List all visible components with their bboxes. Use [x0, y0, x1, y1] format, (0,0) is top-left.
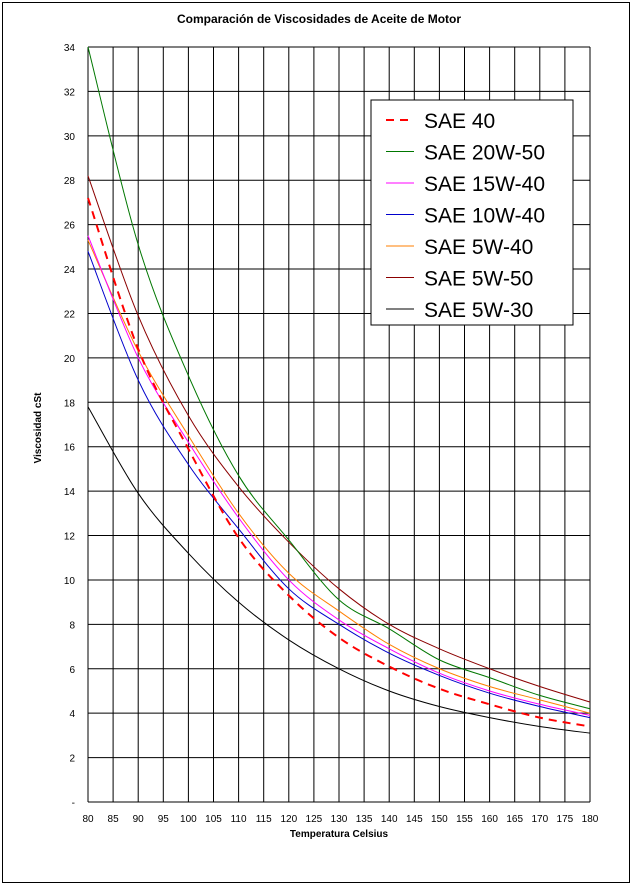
y-tick-label: 16 [64, 443, 76, 454]
y-tick-label: - [72, 798, 75, 809]
x-tick-label: 115 [256, 814, 272, 825]
y-tick-label: 6 [69, 665, 75, 676]
series-line-sae-5w-50 [87, 175, 591, 703]
y-tick-label: 20 [64, 354, 76, 365]
y-tick-label: 32 [64, 87, 76, 98]
y-tick-label: 26 [64, 221, 76, 232]
series-line-sae-40 [87, 197, 591, 728]
x-tick-label: 175 [557, 814, 574, 825]
legend-label-sae-40: SAE 40 [424, 110, 495, 133]
x-tick-label: 150 [431, 814, 448, 825]
y-tick-label: 4 [69, 709, 75, 720]
x-tick-label: 90 [133, 814, 145, 825]
x-tick-label: 170 [531, 814, 548, 825]
legend-label-sae-5w-50: SAE 5W-50 [424, 268, 533, 291]
y-tick-label: 28 [64, 176, 76, 187]
legend-label-sae-5w-30: SAE 5W-30 [424, 299, 533, 322]
x-tick-label: 130 [331, 814, 348, 825]
series-line-sae-20w-50 [87, 46, 591, 710]
series-lines [87, 46, 591, 734]
series-line-sae-5w-40 [87, 239, 591, 714]
x-tick-label: 165 [506, 814, 523, 825]
y-tick-label: 14 [64, 487, 76, 498]
x-tick-label: 145 [406, 814, 423, 825]
x-tick-label: 120 [280, 814, 297, 825]
legend: SAE 40 SAE 20W-50 SAE 15W-40 SAE 10W-40 SAE … [370, 99, 574, 326]
series-line-sae-5w-30 [87, 406, 591, 734]
x-axis-title: Temperatura Celsius [290, 829, 389, 840]
x-tick-label: 80 [82, 814, 94, 825]
chart-title: Comparación de Viscosidades de Aceite de… [177, 12, 461, 26]
legend-label-sae-5w-40: SAE 5W-40 [424, 236, 533, 259]
x-tick-label: 140 [381, 814, 398, 825]
x-tick-label: 125 [306, 814, 323, 825]
y-tick-label: 34 [64, 43, 76, 54]
x-tick-label: 135 [356, 814, 373, 825]
legend-label-sae-10w-40: SAE 10W-40 [424, 205, 545, 228]
x-tick-label: 100 [180, 814, 197, 825]
legend-box [370, 99, 574, 326]
x-tick-labels: 80 85 90 95 100 105 110 115 120 125 130 135 140 145 15… [82, 814, 598, 825]
x-tick-label: 155 [456, 814, 473, 825]
series-line-sae-10w-40 [87, 251, 591, 719]
x-tick-label: 105 [205, 814, 222, 825]
y-tick-label: 22 [64, 309, 76, 320]
x-tick-label: 85 [108, 814, 120, 825]
legend-label-sae-20w-50: SAE 20W-50 [424, 142, 545, 165]
x-tick-label: 110 [231, 814, 247, 825]
viscosity-chart: Comparación de Viscosidades de Aceite de… [33, 12, 599, 840]
y-tick-label: 24 [64, 265, 76, 276]
x-tick-label: 160 [481, 814, 498, 825]
x-tick-label: 95 [158, 814, 170, 825]
legend-label-sae-15w-40: SAE 15W-40 [424, 173, 545, 196]
y-tick-label: 18 [64, 398, 76, 409]
y-tick-label: 10 [64, 576, 76, 587]
y-tick-label: 12 [64, 532, 76, 543]
y-tick-label: 30 [64, 132, 76, 143]
y-tick-label: 2 [69, 754, 75, 765]
y-axis-title: Viscosidad cSt [33, 392, 44, 464]
y-tick-label: 8 [69, 620, 75, 631]
series-line-sae-15w-40 [87, 235, 591, 716]
x-tick-label: 180 [582, 814, 599, 825]
